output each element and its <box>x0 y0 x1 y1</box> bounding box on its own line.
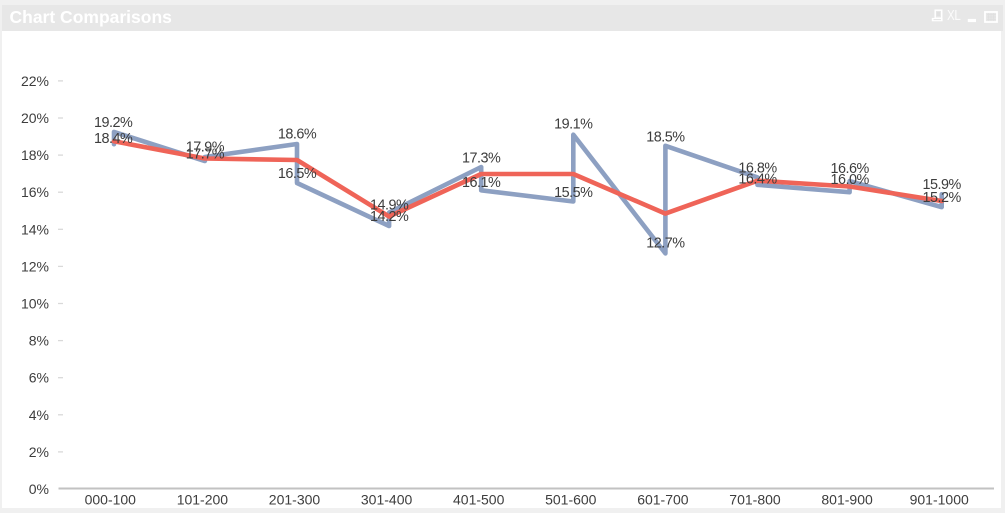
svg-text:14.2%: 14.2% <box>370 209 409 225</box>
svg-text:801-900: 801-900 <box>821 491 873 507</box>
svg-text:701-800: 701-800 <box>729 491 781 507</box>
svg-text:15.9%: 15.9% <box>923 177 962 193</box>
svg-text:301-400: 301-400 <box>361 491 413 507</box>
svg-text:401-500: 401-500 <box>453 491 505 507</box>
svg-text:4%: 4% <box>29 407 49 423</box>
svg-text:16.4%: 16.4% <box>738 171 777 187</box>
svg-text:20%: 20% <box>21 110 49 126</box>
svg-text:16%: 16% <box>21 184 49 200</box>
svg-text:Chart Comparisons: Chart Comparisons <box>10 7 173 27</box>
svg-text:18.6%: 18.6% <box>278 127 317 143</box>
svg-text:6%: 6% <box>29 370 49 386</box>
svg-text:19.1%: 19.1% <box>554 116 593 132</box>
svg-text:901-1000: 901-1000 <box>910 491 969 507</box>
svg-text:16.5%: 16.5% <box>278 166 317 182</box>
svg-text:XL: XL <box>947 7 961 24</box>
svg-text:8%: 8% <box>29 333 49 349</box>
svg-text:2%: 2% <box>29 444 49 460</box>
svg-text:17.9%: 17.9% <box>186 139 225 155</box>
svg-text:17.3%: 17.3% <box>462 150 501 166</box>
svg-text:14.9%: 14.9% <box>370 197 409 213</box>
svg-text:18.5%: 18.5% <box>646 130 685 146</box>
svg-text:12.7%: 12.7% <box>646 236 685 252</box>
svg-text:16.8%: 16.8% <box>738 160 777 176</box>
svg-text:16.6%: 16.6% <box>830 161 869 177</box>
svg-text:101-200: 101-200 <box>177 491 229 507</box>
svg-text:0%: 0% <box>29 481 49 497</box>
svg-text:12%: 12% <box>21 258 49 274</box>
svg-text:10%: 10% <box>21 296 49 312</box>
svg-text:000-100: 000-100 <box>85 491 137 507</box>
svg-text:201-300: 201-300 <box>269 491 321 507</box>
svg-text:501-600: 501-600 <box>545 491 597 507</box>
svg-text:18.4%: 18.4% <box>94 131 133 147</box>
svg-text:17.7%: 17.7% <box>186 146 225 162</box>
svg-text:15.5%: 15.5% <box>554 185 593 201</box>
svg-text:601-700: 601-700 <box>637 491 689 507</box>
svg-text:15.2%: 15.2% <box>923 190 962 206</box>
svg-text:19.2%: 19.2% <box>94 115 133 131</box>
svg-text:16.1%: 16.1% <box>462 175 501 191</box>
svg-text:22%: 22% <box>21 73 49 89</box>
svg-text:14%: 14% <box>21 221 49 237</box>
svg-text:16.0%: 16.0% <box>830 172 869 188</box>
svg-text:18%: 18% <box>21 147 49 163</box>
